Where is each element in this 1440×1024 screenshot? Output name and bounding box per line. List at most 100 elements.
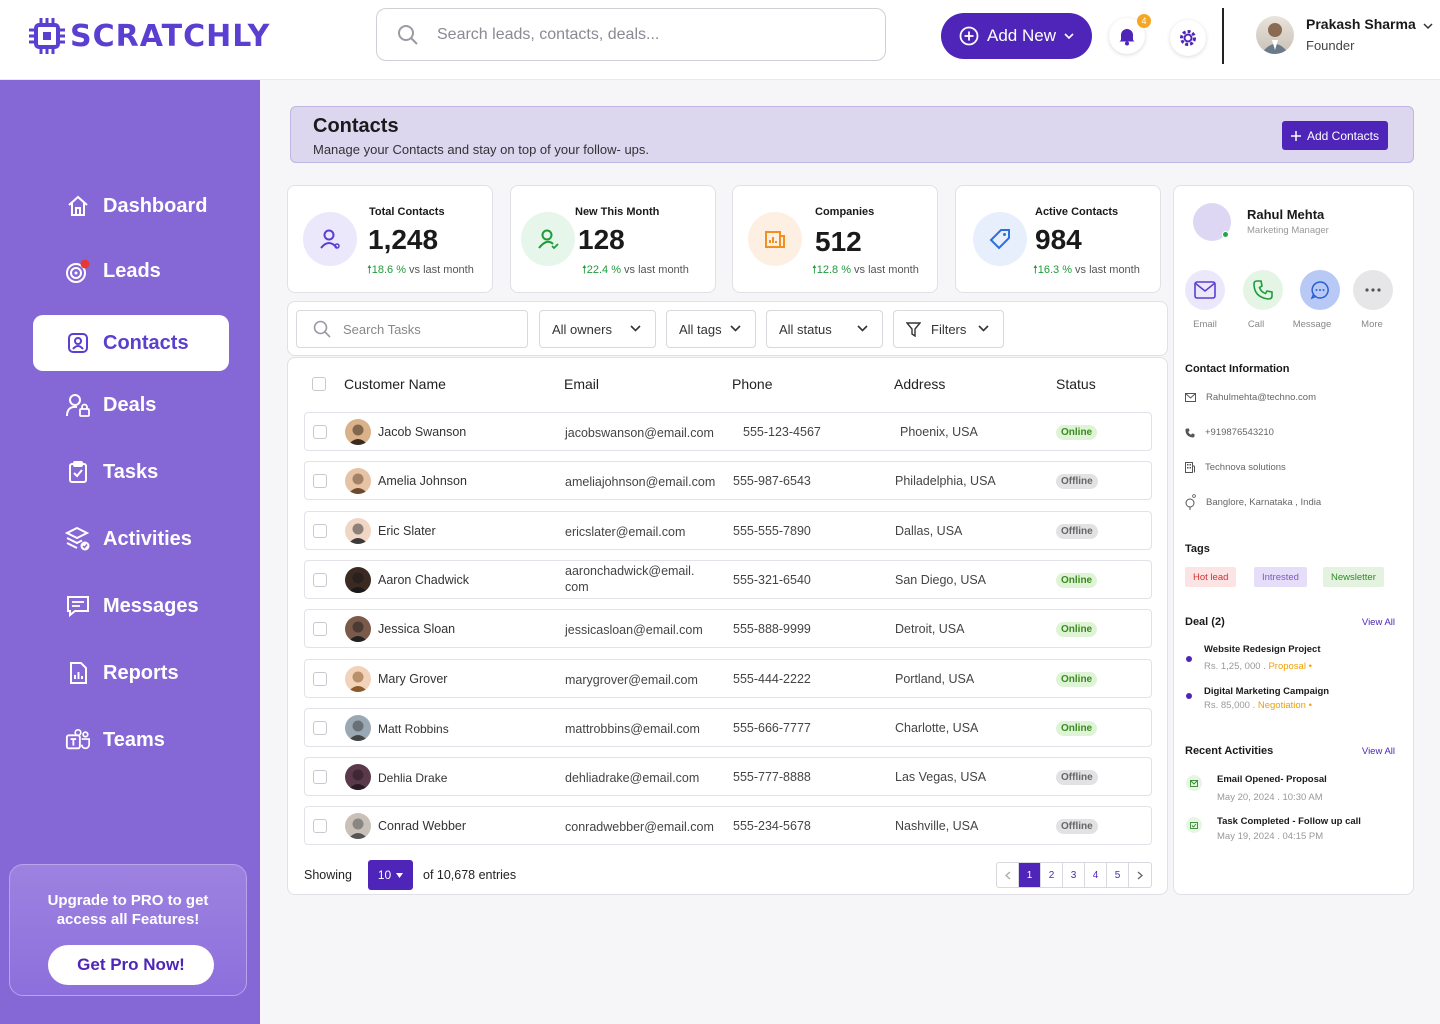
deal-title[interactable]: Digital Marketing Campaign — [1204, 686, 1330, 697]
customer-name: Matt Robbins — [378, 721, 449, 736]
settings-button[interactable] — [1170, 20, 1206, 56]
tag-hot-lead[interactable]: Hot lead — [1185, 567, 1237, 587]
table-row[interactable]: Matt Robbins mattrobbins@email.com 555-666… — [304, 707, 1152, 747]
deal-title[interactable]: Website Redesign Project — [1204, 644, 1321, 655]
email[interactable]: jacobswanson@email.com — [565, 426, 714, 440]
tag-interested[interactable]: Intrested — [1254, 567, 1307, 587]
sidebar-item-activities[interactable]: Activities — [33, 511, 229, 567]
prev-page-button[interactable] — [997, 863, 1019, 887]
sidebar-item-reports[interactable]: Reports — [33, 645, 229, 701]
column-header[interactable]: Customer Name — [344, 376, 446, 392]
row-checkbox[interactable] — [313, 425, 327, 439]
status-dropdown[interactable]: All status — [766, 310, 883, 348]
page-button[interactable]: 3 — [1063, 863, 1085, 887]
contact-email[interactable]: Rahulmehta@techno.com — [1185, 392, 1316, 403]
stat-label: Companies — [815, 206, 875, 218]
table-row[interactable]: Aaron Chadwick aaronchadwick@email. com 55… — [304, 559, 1152, 599]
email[interactable]: dehliadrake@email.com — [565, 771, 700, 786]
get-pro-button[interactable]: Get Pro Now! — [48, 945, 214, 985]
row-checkbox[interactable] — [313, 572, 327, 587]
avatar — [345, 419, 371, 445]
user-menu[interactable]: Prakash Sharma Founder — [1256, 16, 1434, 54]
address: Philadelphia, USA — [895, 474, 996, 489]
sidebar-item-deals[interactable]: Deals — [33, 377, 229, 433]
email-action-button[interactable] — [1185, 270, 1225, 310]
table-row[interactable]: Conrad Webber conradwebber@email.com 555-2… — [304, 806, 1152, 846]
next-page-button[interactable] — [1129, 863, 1151, 887]
layers-check-icon — [65, 526, 91, 552]
owners-dropdown[interactable]: All owners — [539, 310, 656, 348]
select-all-checkbox[interactable] — [312, 377, 326, 391]
message-icon — [65, 593, 91, 619]
page-button[interactable]: 1 — [1019, 863, 1041, 887]
column-header[interactable]: Status — [1056, 376, 1096, 392]
user-name: Prakash Sharma — [1306, 16, 1416, 32]
more-action-button[interactable] — [1353, 270, 1393, 310]
table-row[interactable]: Jacob Swanson jacobswanson@email.com 555-1… — [304, 412, 1152, 451]
sidebar-item-leads[interactable]: Leads — [33, 243, 229, 299]
email[interactable]: aaronchadwick@email. com — [565, 563, 695, 594]
column-header[interactable]: Phone — [732, 376, 773, 392]
task-search-field[interactable]: Search Tasks — [296, 310, 528, 348]
filters-dropdown[interactable]: Filters — [893, 310, 1004, 348]
column-header[interactable]: Email — [564, 376, 600, 392]
email[interactable]: conradwebber@email.com — [565, 820, 714, 835]
message-action-button[interactable] — [1300, 270, 1340, 310]
row-checkbox[interactable] — [313, 474, 327, 489]
table-row[interactable]: Jessica Sloan jessicasloan@email.com 555-8… — [304, 609, 1152, 649]
page-size-select[interactable]: 10 — [368, 860, 413, 890]
global-search[interactable] — [376, 8, 886, 61]
table-row[interactable]: Amelia Johnson ameliajohnson@email.com 555… — [304, 461, 1152, 501]
tags-dropdown[interactable]: All tags — [666, 310, 756, 348]
sidebar-item-tasks[interactable]: Tasks — [33, 444, 229, 500]
online-indicator — [1222, 231, 1229, 238]
activities-view-all-link[interactable]: View All — [1361, 746, 1395, 757]
email[interactable]: mattrobbins@email.com — [565, 721, 700, 736]
row-checkbox[interactable] — [313, 523, 327, 538]
brand-logo[interactable]: SCRATCHLY — [28, 16, 270, 56]
deals-view-all-link[interactable]: View All — [1361, 617, 1395, 628]
sidebar-item-contacts[interactable]: Contacts — [33, 315, 229, 371]
column-header[interactable]: Address — [894, 376, 946, 392]
table-row[interactable]: Dehlia Drake dehliadrake@email.com 555-777… — [304, 757, 1152, 797]
phone: 555-321-6540 — [733, 572, 811, 587]
page-button[interactable]: 2 — [1041, 863, 1063, 887]
row-checkbox[interactable] — [313, 770, 327, 785]
home-icon — [65, 193, 91, 219]
contact-phone[interactable]: +919876543210 — [1185, 427, 1274, 438]
add-new-button[interactable]: Add New — [941, 13, 1092, 59]
chevron-left-icon — [1004, 871, 1010, 879]
add-contacts-button[interactable]: Add Contacts — [1282, 121, 1388, 150]
phone: 555-987-6543 — [733, 474, 811, 489]
call-action-button[interactable] — [1243, 270, 1283, 310]
page-button[interactable]: 4 — [1085, 863, 1107, 887]
phone-icon — [1253, 280, 1273, 300]
notifications-button[interactable]: 4 — [1109, 14, 1151, 54]
email[interactable]: ameliajohnson@email.com — [565, 475, 716, 490]
row-checkbox[interactable] — [313, 720, 327, 735]
global-search-input[interactable] — [437, 25, 837, 44]
sidebar-item-dashboard[interactable]: Dashboard — [33, 178, 229, 234]
row-checkbox[interactable] — [313, 622, 327, 637]
pager-showing-label: Showing — [304, 868, 352, 882]
row-checkbox[interactable] — [313, 671, 327, 686]
tag-newsletter[interactable]: Newsletter — [1323, 567, 1384, 587]
notification-count-badge: 4 — [1137, 14, 1151, 28]
table-row[interactable]: Eric Slater ericslater@email.com 555-555-7… — [304, 510, 1152, 550]
target-icon — [65, 258, 91, 284]
sidebar-item-label: Dashboard — [103, 194, 208, 217]
sidebar-item-label: Tasks — [103, 460, 159, 483]
email[interactable]: ericslater@email.com — [565, 524, 686, 539]
table-row[interactable]: Mary Grover marygrover@email.com 555-444-2… — [304, 658, 1152, 698]
add-new-label: Add New — [987, 26, 1056, 45]
customer-name: Conrad Webber — [378, 819, 467, 834]
email[interactable]: marygrover@email.com — [565, 672, 698, 687]
row-checkbox[interactable] — [313, 819, 327, 834]
page-button[interactable]: 5 — [1107, 863, 1129, 887]
filters-bar: Search Tasks All owners All tags All sta… — [287, 301, 1168, 356]
email[interactable]: jessicasloan@email.com — [565, 623, 703, 638]
sidebar-item-teams[interactable]: Teams — [33, 712, 229, 768]
avatar — [345, 517, 371, 544]
sidebar-item-messages[interactable]: Messages — [33, 578, 229, 634]
mail-icon — [1185, 393, 1196, 402]
